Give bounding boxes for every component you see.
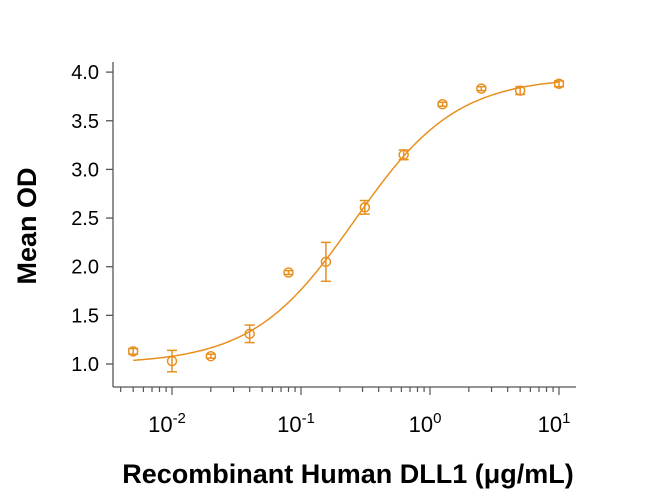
- y-tick-label: 3.0: [71, 159, 99, 181]
- point-marker: [127, 346, 139, 357]
- x-axis-label: Recombinant Human DLL1 (μg/mL): [122, 459, 574, 489]
- point-marker: [398, 149, 409, 161]
- point-marker: [437, 98, 448, 110]
- point-marker: [553, 78, 565, 90]
- point-marker: [205, 350, 217, 362]
- data-point: [127, 346, 139, 357]
- x-tick-label: 100: [409, 410, 442, 437]
- data-point: [476, 83, 487, 94]
- point-marker: [244, 328, 255, 340]
- point-marker: [283, 267, 294, 278]
- y-tick-label: 1.5: [71, 305, 99, 327]
- data-point: [166, 349, 178, 373]
- data-point: [359, 199, 371, 215]
- y-tick-label: 3.5: [71, 111, 99, 133]
- data-point: [437, 98, 448, 110]
- data-point: [398, 149, 409, 161]
- data-point: [514, 85, 526, 96]
- point-marker: [320, 256, 332, 268]
- y-tick-label: 1.0: [71, 354, 99, 376]
- x-tick-label: 101: [538, 410, 571, 437]
- point-marker: [166, 355, 178, 367]
- x-tick-label: 10-1: [277, 410, 315, 437]
- data-point: [205, 350, 217, 362]
- data-point: [553, 78, 565, 90]
- x-tick-label: 10-2: [148, 410, 186, 437]
- point-marker: [514, 85, 526, 96]
- fit-curve: [133, 81, 560, 362]
- y-tick-label: 2.5: [71, 208, 99, 230]
- point-marker: [476, 83, 487, 94]
- data-point: [320, 241, 332, 283]
- point-marker: [359, 202, 371, 213]
- data-point: [244, 324, 255, 344]
- y-tick-label: 2.0: [71, 257, 99, 279]
- y-axis-label: Mean OD: [12, 167, 42, 284]
- data-point: [283, 267, 294, 278]
- y-tick-label: 4.0: [71, 62, 99, 84]
